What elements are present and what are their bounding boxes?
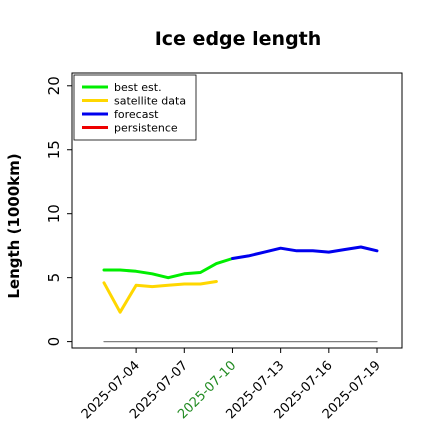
y-tick-label: 10: [45, 204, 63, 223]
plot-area-frame: [71, 72, 403, 349]
y-tick-label: 5: [45, 273, 63, 283]
y-axis-ticks: 0 5 10 15 20: [45, 76, 72, 346]
y-axis-label: Length (1000km): [5, 153, 23, 298]
y-tick-label: 0: [45, 337, 63, 347]
series-lines: [102, 245, 379, 343]
x-axis-ticks: 2025-07-042025-07-072025-07-102025-07-13…: [79, 348, 384, 422]
legend: best est.satellite dataforecastpersisten…: [73, 74, 197, 141]
series-line-satellite-data: [102, 280, 218, 314]
series-line-best-est-: [102, 257, 234, 280]
y-tick-label: 20: [45, 76, 63, 95]
legend-label: satellite data: [114, 95, 186, 108]
legend-label: best est.: [114, 81, 162, 94]
chart-title: Ice edge length: [155, 28, 322, 50]
legend-label: forecast: [114, 108, 159, 121]
legend-label: persistence: [114, 122, 178, 135]
series-line-forecast: [231, 245, 379, 260]
y-tick-label: 15: [45, 140, 63, 159]
